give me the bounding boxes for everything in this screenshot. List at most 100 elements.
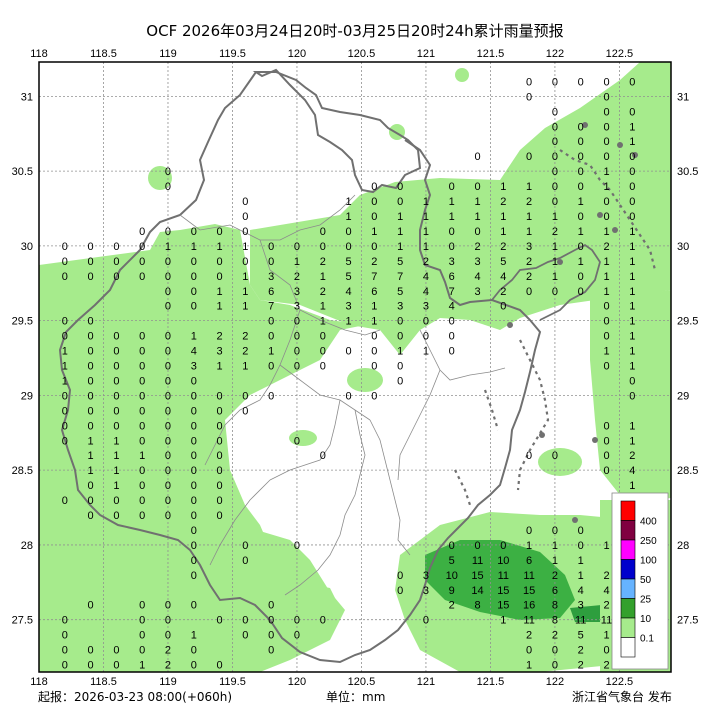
station-value: 5: [449, 555, 455, 567]
station-value: 0: [268, 390, 274, 402]
rain-patch-3: [488, 317, 498, 327]
station-value: 3: [294, 301, 300, 313]
station-value: 3: [578, 600, 584, 612]
station-value: 7: [371, 271, 377, 283]
station-value: 1: [139, 660, 145, 672]
station-value: 0: [603, 435, 609, 447]
station-value: 1: [629, 331, 635, 343]
station-value: 0: [371, 181, 377, 193]
station-value: 0: [217, 256, 223, 268]
province-outline: [58, 71, 542, 664]
lat-tick-label-right: 28: [677, 540, 689, 552]
rain-patch-8: [556, 517, 600, 553]
lon-tick-label-bottom: 122.5: [606, 676, 634, 688]
station-value: 0: [191, 405, 197, 417]
station-value: 0: [139, 645, 145, 657]
station-value: 0: [578, 151, 584, 163]
rain-area-southwest: [225, 525, 345, 672]
rain-area-west: [39, 224, 365, 672]
station-value: 11: [601, 615, 612, 627]
legend-swatch: [620, 539, 636, 560]
station-value: 15: [471, 570, 483, 582]
station-value: 1: [217, 286, 223, 298]
station-value: 0: [371, 390, 377, 402]
station-value: 1: [603, 630, 609, 642]
station-value: 1: [449, 196, 455, 208]
station-value: 0: [578, 271, 584, 283]
station-value: 0: [139, 271, 145, 283]
station-value: 1: [113, 465, 119, 477]
station-value: 0: [268, 615, 274, 627]
station-value: 0: [165, 361, 171, 373]
island-dot: [617, 142, 623, 148]
station-value: 0: [217, 450, 223, 462]
coastline: [491, 243, 601, 321]
station-value: 0: [217, 510, 223, 522]
station-value: 1: [320, 271, 326, 283]
station-value: 15: [497, 600, 509, 612]
station-value: 0: [449, 316, 455, 328]
station-value: 1: [526, 226, 532, 238]
lon-tick-label-top: 119.5: [219, 48, 246, 60]
coastal-islands: [454, 122, 657, 523]
station-value: 0: [371, 331, 377, 343]
station-value: 3: [423, 301, 429, 313]
legend-label: 400: [640, 517, 657, 528]
station-value: 0: [191, 271, 197, 283]
station-value: 1: [242, 241, 248, 253]
station-value: 0: [449, 331, 455, 343]
station-value: 0: [113, 271, 119, 283]
station-value: 0: [191, 480, 197, 492]
rain-patch-4: [347, 368, 383, 392]
station-value: 0: [294, 630, 300, 642]
station-value: 6: [526, 555, 532, 567]
station-value: 0: [217, 271, 223, 283]
station-value: 0: [191, 660, 197, 672]
station-value: 0: [62, 495, 68, 507]
station-value: 0: [191, 301, 197, 313]
station-value: 0: [268, 361, 274, 373]
station-value: 3: [268, 271, 274, 283]
legend-swatch: [620, 617, 636, 638]
station-value: 1: [629, 316, 635, 328]
station-value: 1: [629, 361, 635, 373]
station-value: 1: [320, 301, 326, 313]
station-value: 0: [217, 226, 223, 238]
station-value: 1: [578, 256, 584, 268]
lon-tick-label-bottom: 118.5: [90, 676, 117, 688]
station-value: 0: [242, 630, 248, 642]
station-value: 7: [449, 286, 455, 298]
station-value: 0: [165, 600, 171, 612]
station-value: 0: [345, 390, 351, 402]
station-value: 0: [191, 510, 197, 522]
station-value: 0: [139, 465, 145, 477]
station-value: 0: [242, 226, 248, 238]
lat-tick-label-right: 29.5: [677, 316, 698, 328]
lon-tick-label-bottom: 119: [159, 676, 177, 688]
station-value: 0: [88, 495, 94, 507]
lon-tick-label-top: 122: [546, 48, 564, 60]
station-value: 1: [552, 211, 558, 223]
station-value: 1: [603, 271, 609, 283]
station-value: 0: [62, 316, 68, 328]
station-value: 0: [88, 405, 94, 417]
station-value: 1: [217, 361, 223, 373]
publisher-label: 浙江省气象台 发布: [572, 690, 672, 704]
station-value: 0: [217, 435, 223, 447]
station-value: 0: [113, 405, 119, 417]
station-value: 0: [165, 615, 171, 627]
station-value: 0: [191, 375, 197, 387]
station-value: 4: [191, 346, 197, 358]
station-value: 0: [88, 331, 94, 343]
station-value: 1: [629, 226, 635, 238]
island-dot: [612, 227, 618, 233]
station-value: 0: [294, 361, 300, 373]
station-value: 0: [62, 241, 68, 253]
station-value: 0: [217, 390, 223, 402]
station-value: 0: [629, 211, 635, 223]
station-value: 0: [139, 390, 145, 402]
station-value: 3: [345, 301, 351, 313]
legend-swatch: [620, 559, 636, 580]
station-value: 0: [165, 226, 171, 238]
station-value: 2: [603, 600, 609, 612]
